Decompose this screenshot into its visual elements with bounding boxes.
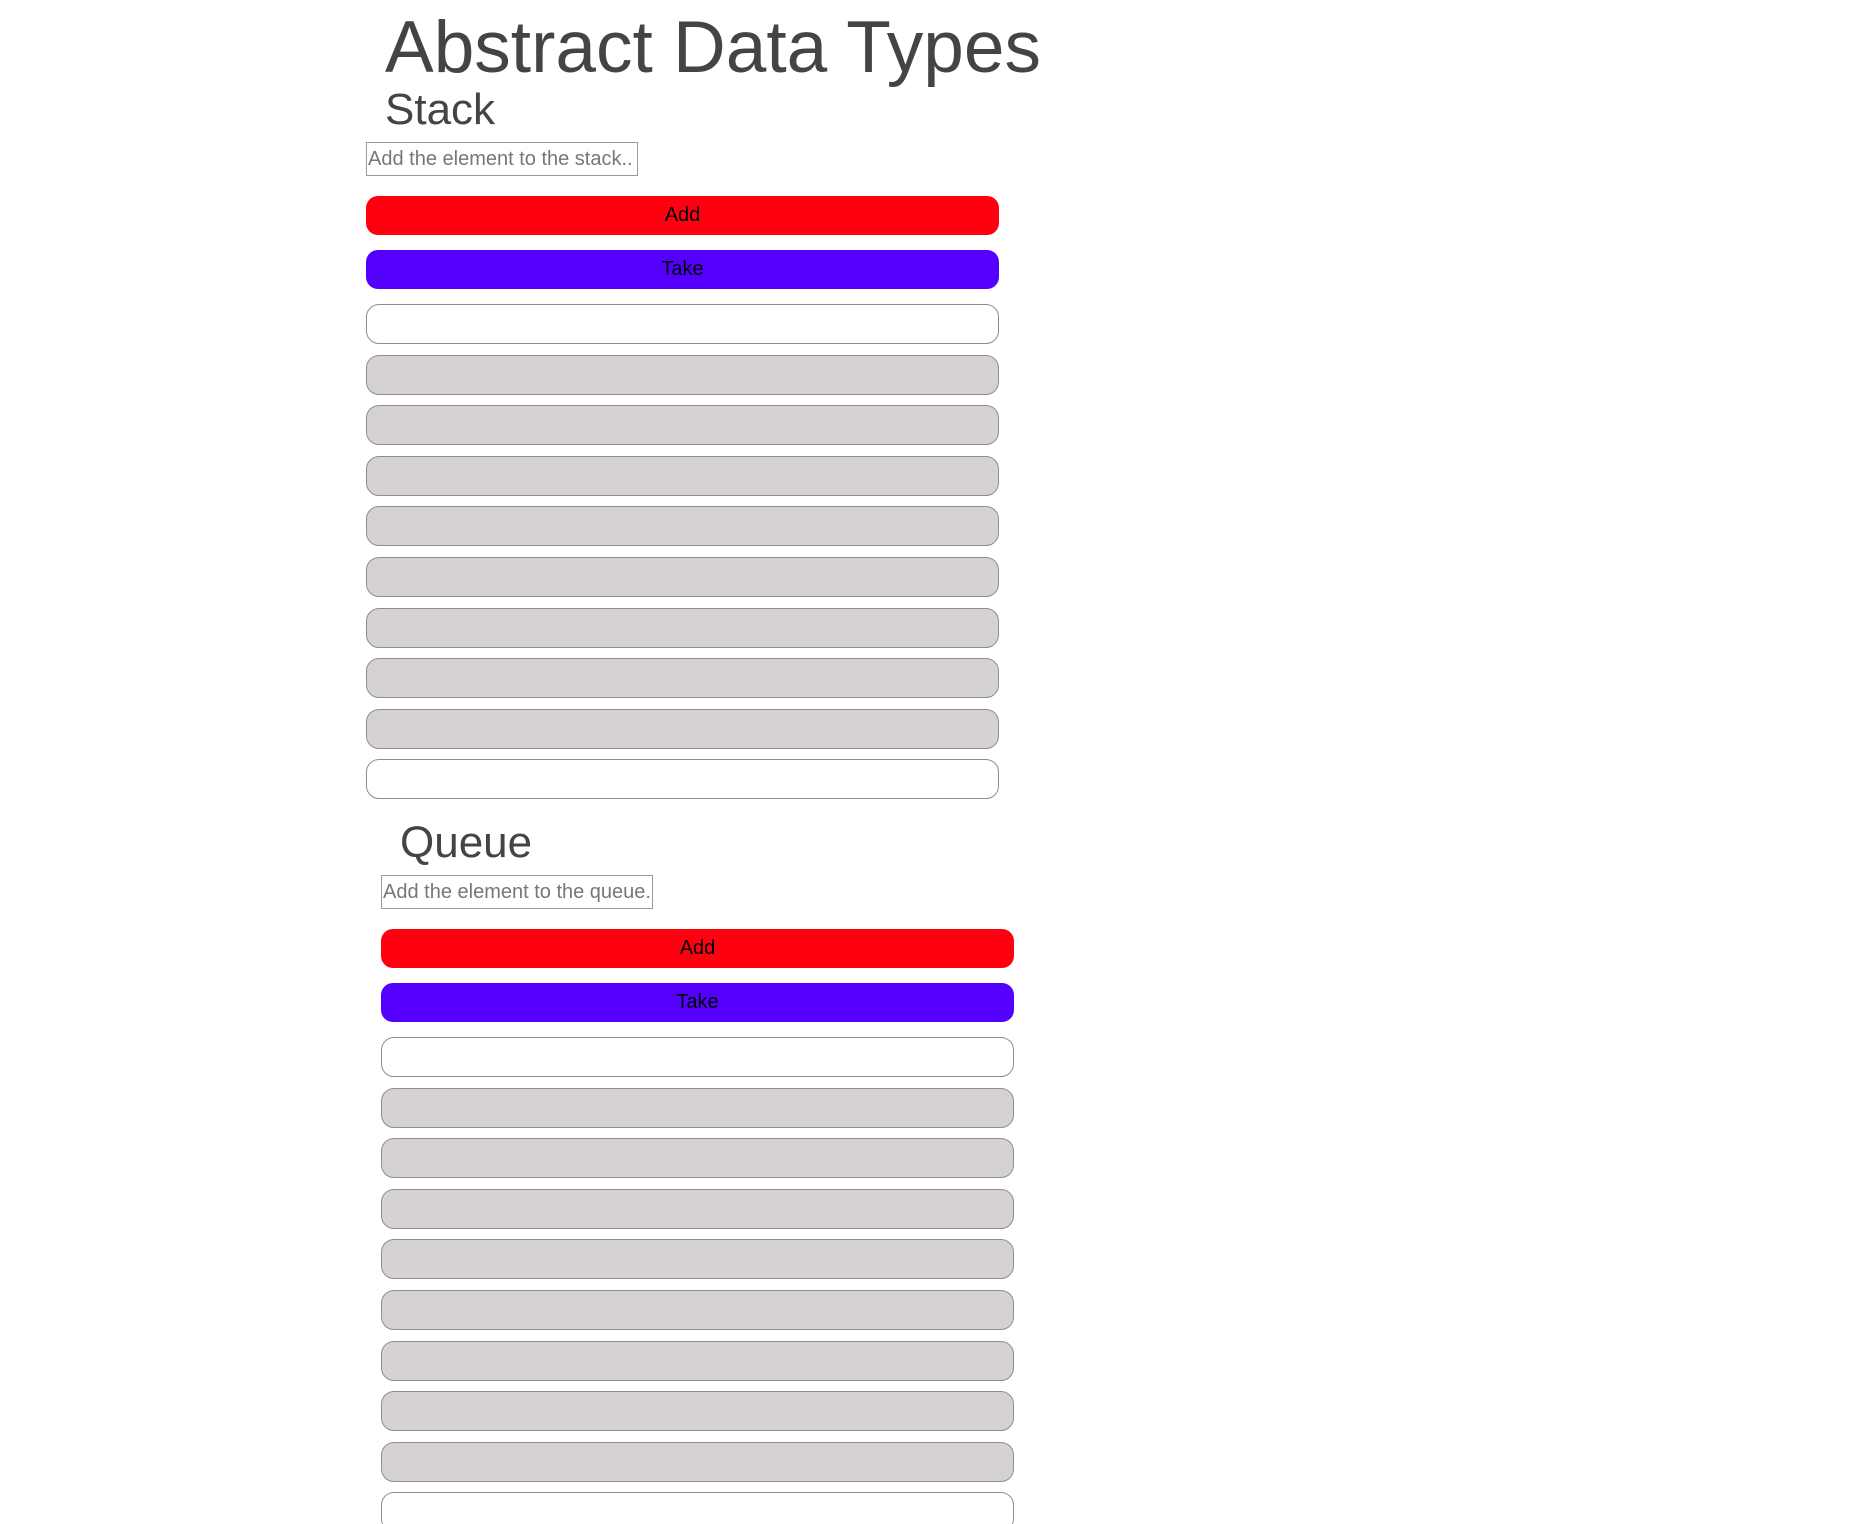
stack-title: Stack [385, 85, 496, 134]
queue-slot [381, 1441, 1014, 1482]
page-title: Abstract Data Types [385, 7, 1041, 88]
queue-slot [381, 1391, 1014, 1432]
queue-slot [381, 1138, 1014, 1179]
queue-slot [381, 1492, 1014, 1524]
stack-take-button[interactable]: Take [366, 250, 999, 289]
stack-slots [366, 304, 1006, 800]
stack-section: Stack Add Take [366, 82, 1006, 810]
queue-slots [381, 1037, 1021, 1524]
queue-slot [381, 1239, 1014, 1280]
stack-slot [366, 607, 999, 648]
queue-input[interactable] [381, 875, 653, 909]
stack-slot [366, 506, 999, 547]
queue-slot [381, 1340, 1014, 1381]
stack-slot [366, 708, 999, 749]
stack-slot [366, 658, 999, 699]
queue-section: Queue Add Take [381, 815, 1021, 1524]
queue-title: Queue [400, 818, 533, 867]
stack-slot [366, 304, 999, 344]
stack-slot [366, 354, 999, 395]
queue-add-button[interactable]: Add [381, 929, 1014, 968]
queue-slot [381, 1037, 1014, 1077]
queue-slot [381, 1087, 1014, 1128]
stack-slot [366, 556, 999, 597]
stack-slot [366, 759, 999, 800]
stack-add-button[interactable]: Add [366, 196, 999, 235]
queue-slot [381, 1188, 1014, 1229]
queue-slot [381, 1289, 1014, 1330]
stack-input[interactable] [366, 142, 638, 176]
queue-take-button[interactable]: Take [381, 983, 1014, 1022]
stack-slot [366, 455, 999, 496]
stack-slot [366, 405, 999, 446]
